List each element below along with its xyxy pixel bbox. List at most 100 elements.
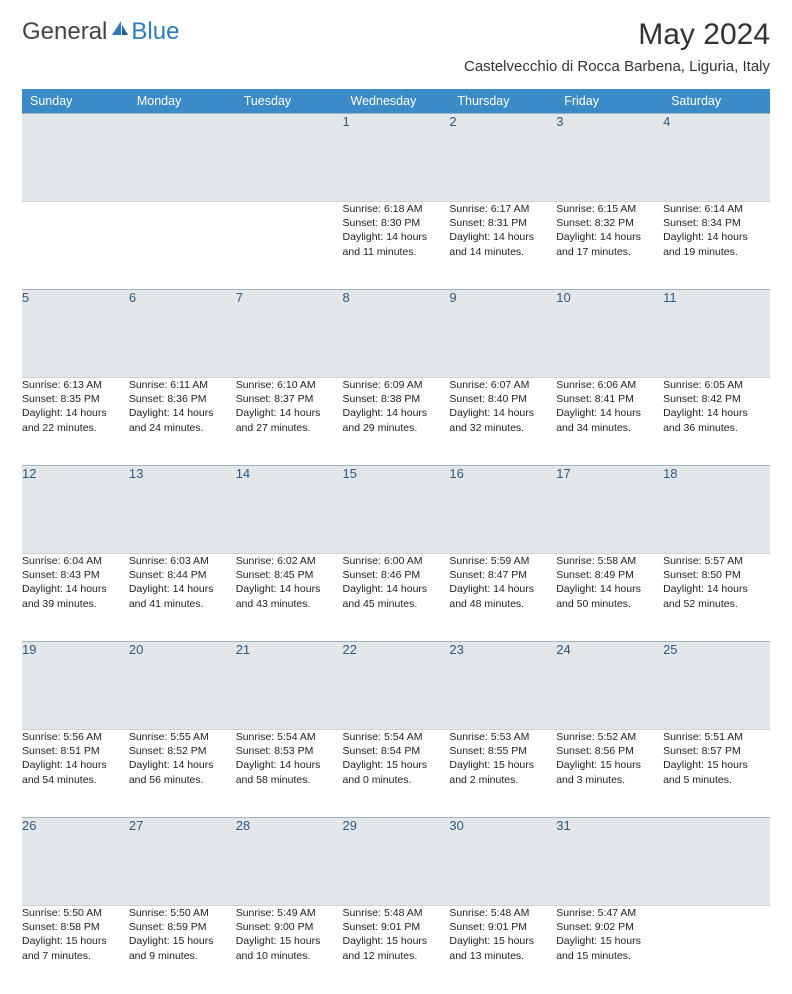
info-line: Sunset: 8:55 PM	[449, 744, 556, 758]
day-info	[129, 202, 236, 290]
info-line: and 19 minutes.	[663, 245, 770, 259]
day-header: Friday	[556, 89, 663, 114]
info-line: Sunrise: 5:48 AM	[449, 906, 556, 920]
info-line: Sunset: 8:57 PM	[663, 744, 770, 758]
day-number: 29	[343, 818, 450, 906]
day-info: Sunrise: 6:17 AMSunset: 8:31 PMDaylight:…	[449, 202, 556, 290]
info-line: and 41 minutes.	[129, 597, 236, 611]
day-number: 28	[236, 818, 343, 906]
info-line: and 52 minutes.	[663, 597, 770, 611]
info-line: Sunset: 9:00 PM	[236, 920, 343, 934]
page-header: General Blue May 2024 Castelvecchio di R…	[0, 0, 792, 81]
info-line: Sunset: 8:34 PM	[663, 216, 770, 230]
day-header: Sunday	[22, 89, 129, 114]
day-info: Sunrise: 6:00 AMSunset: 8:46 PMDaylight:…	[343, 554, 450, 642]
day-number: 24	[556, 642, 663, 730]
info-line: Daylight: 14 hours	[556, 230, 663, 244]
day-number: 27	[129, 818, 236, 906]
info-line: Sunrise: 5:54 AM	[343, 730, 450, 744]
daynum-row: 262728293031	[22, 818, 770, 906]
title-block: May 2024 Castelvecchio di Rocca Barbena,…	[464, 18, 770, 75]
day-info: Sunrise: 5:56 AMSunset: 8:51 PMDaylight:…	[22, 730, 129, 818]
info-line: Sunrise: 5:50 AM	[22, 906, 129, 920]
info-line: and 12 minutes.	[343, 949, 450, 963]
day-number: 17	[556, 466, 663, 554]
day-info: Sunrise: 5:55 AMSunset: 8:52 PMDaylight:…	[129, 730, 236, 818]
day-number: 16	[449, 466, 556, 554]
info-line: Daylight: 14 hours	[22, 582, 129, 596]
day-number: 8	[343, 290, 450, 378]
info-line: and 10 minutes.	[236, 949, 343, 963]
info-line: Daylight: 15 hours	[449, 934, 556, 948]
info-line: Sunrise: 6:04 AM	[22, 554, 129, 568]
info-line: Sunrise: 5:55 AM	[129, 730, 236, 744]
info-line: Daylight: 15 hours	[343, 758, 450, 772]
info-line: Sunset: 8:32 PM	[556, 216, 663, 230]
info-line: Sunset: 8:47 PM	[449, 568, 556, 582]
logo-sail-icon	[110, 18, 130, 46]
info-line: Sunrise: 5:49 AM	[236, 906, 343, 920]
logo-text-general: General	[22, 18, 107, 46]
day-header-row: SundayMondayTuesdayWednesdayThursdayFrid…	[22, 89, 770, 114]
info-line: Sunrise: 5:58 AM	[556, 554, 663, 568]
info-line: Daylight: 15 hours	[449, 758, 556, 772]
info-row: Sunrise: 6:13 AMSunset: 8:35 PMDaylight:…	[22, 378, 770, 466]
info-line: and 50 minutes.	[556, 597, 663, 611]
day-number: 30	[449, 818, 556, 906]
day-info: Sunrise: 5:54 AMSunset: 8:53 PMDaylight:…	[236, 730, 343, 818]
day-info: Sunrise: 5:54 AMSunset: 8:54 PMDaylight:…	[343, 730, 450, 818]
day-info: Sunrise: 6:05 AMSunset: 8:42 PMDaylight:…	[663, 378, 770, 466]
day-info: Sunrise: 5:49 AMSunset: 9:00 PMDaylight:…	[236, 906, 343, 994]
info-line: and 29 minutes.	[343, 421, 450, 435]
info-line: and 45 minutes.	[343, 597, 450, 611]
day-info: Sunrise: 5:58 AMSunset: 8:49 PMDaylight:…	[556, 554, 663, 642]
day-info: Sunrise: 6:15 AMSunset: 8:32 PMDaylight:…	[556, 202, 663, 290]
info-line: Daylight: 14 hours	[236, 582, 343, 596]
day-number: 11	[663, 290, 770, 378]
info-line: Sunset: 8:36 PM	[129, 392, 236, 406]
calendar-table: SundayMondayTuesdayWednesdayThursdayFrid…	[22, 89, 770, 994]
info-line: Sunrise: 5:47 AM	[556, 906, 663, 920]
info-line: and 3 minutes.	[556, 773, 663, 787]
day-info: Sunrise: 6:04 AMSunset: 8:43 PMDaylight:…	[22, 554, 129, 642]
info-line: Sunrise: 5:52 AM	[556, 730, 663, 744]
day-info: Sunrise: 6:18 AMSunset: 8:30 PMDaylight:…	[343, 202, 450, 290]
day-info: Sunrise: 5:51 AMSunset: 8:57 PMDaylight:…	[663, 730, 770, 818]
info-line: Daylight: 15 hours	[22, 934, 129, 948]
info-line: Daylight: 14 hours	[663, 582, 770, 596]
info-line: and 9 minutes.	[129, 949, 236, 963]
info-line: and 43 minutes.	[236, 597, 343, 611]
info-line: Sunset: 9:02 PM	[556, 920, 663, 934]
info-line: Sunrise: 6:15 AM	[556, 202, 663, 216]
day-info: Sunrise: 5:48 AMSunset: 9:01 PMDaylight:…	[449, 906, 556, 994]
info-line: and 0 minutes.	[343, 773, 450, 787]
month-title: May 2024	[464, 18, 770, 52]
day-number: 19	[22, 642, 129, 730]
info-line: Sunset: 8:54 PM	[343, 744, 450, 758]
day-number: 25	[663, 642, 770, 730]
info-line: Sunset: 8:35 PM	[22, 392, 129, 406]
info-line: Sunset: 9:01 PM	[449, 920, 556, 934]
day-info: Sunrise: 6:02 AMSunset: 8:45 PMDaylight:…	[236, 554, 343, 642]
info-line: Daylight: 14 hours	[129, 406, 236, 420]
day-number: 7	[236, 290, 343, 378]
info-line: Sunset: 8:37 PM	[236, 392, 343, 406]
day-number: 31	[556, 818, 663, 906]
day-info: Sunrise: 6:13 AMSunset: 8:35 PMDaylight:…	[22, 378, 129, 466]
info-line: Sunset: 8:41 PM	[556, 392, 663, 406]
info-line: Daylight: 15 hours	[343, 934, 450, 948]
day-number: 5	[22, 290, 129, 378]
info-line: Sunrise: 6:06 AM	[556, 378, 663, 392]
info-line: Sunset: 9:01 PM	[343, 920, 450, 934]
info-line: and 13 minutes.	[449, 949, 556, 963]
info-line: Daylight: 14 hours	[343, 582, 450, 596]
logo-text-blue: Blue	[131, 18, 179, 46]
day-number	[663, 818, 770, 906]
info-line: and 15 minutes.	[556, 949, 663, 963]
day-number	[22, 114, 129, 202]
info-line: Daylight: 15 hours	[663, 758, 770, 772]
info-line: and 22 minutes.	[22, 421, 129, 435]
location-subtitle: Castelvecchio di Rocca Barbena, Liguria,…	[464, 58, 770, 75]
day-info: Sunrise: 5:47 AMSunset: 9:02 PMDaylight:…	[556, 906, 663, 994]
daynum-row: 19202122232425	[22, 642, 770, 730]
